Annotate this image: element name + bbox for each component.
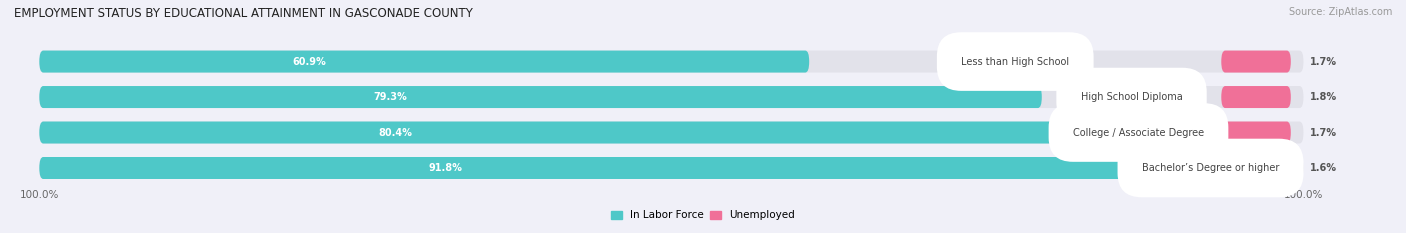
Text: 1.7%: 1.7%	[1310, 127, 1337, 137]
Text: 100.0%: 100.0%	[20, 190, 59, 200]
Text: 60.9%: 60.9%	[292, 57, 326, 67]
Text: EMPLOYMENT STATUS BY EDUCATIONAL ATTAINMENT IN GASCONADE COUNTY: EMPLOYMENT STATUS BY EDUCATIONAL ATTAINM…	[14, 7, 472, 20]
Text: 100.0%: 100.0%	[1284, 190, 1323, 200]
Text: 1.8%: 1.8%	[1310, 92, 1337, 102]
Text: 79.3%: 79.3%	[374, 92, 408, 102]
Legend: In Labor Force, Unemployed: In Labor Force, Unemployed	[612, 210, 794, 220]
Text: 91.8%: 91.8%	[429, 163, 463, 173]
FancyBboxPatch shape	[39, 122, 1056, 144]
FancyBboxPatch shape	[1222, 122, 1291, 144]
FancyBboxPatch shape	[1222, 157, 1291, 179]
FancyBboxPatch shape	[39, 51, 810, 72]
FancyBboxPatch shape	[39, 157, 1303, 179]
Text: 1.7%: 1.7%	[1310, 57, 1337, 67]
FancyBboxPatch shape	[39, 157, 1199, 179]
Text: 80.4%: 80.4%	[378, 127, 412, 137]
FancyBboxPatch shape	[39, 122, 1303, 144]
Text: Less than High School: Less than High School	[962, 57, 1070, 67]
FancyBboxPatch shape	[1222, 51, 1291, 72]
Text: Source: ZipAtlas.com: Source: ZipAtlas.com	[1288, 7, 1392, 17]
FancyBboxPatch shape	[39, 51, 1303, 72]
FancyBboxPatch shape	[39, 86, 1042, 108]
Text: College / Associate Degree: College / Associate Degree	[1073, 127, 1204, 137]
Text: 1.6%: 1.6%	[1310, 163, 1337, 173]
Text: High School Diploma: High School Diploma	[1081, 92, 1182, 102]
FancyBboxPatch shape	[1222, 86, 1291, 108]
Text: Bachelor’s Degree or higher: Bachelor’s Degree or higher	[1142, 163, 1279, 173]
FancyBboxPatch shape	[39, 86, 1303, 108]
